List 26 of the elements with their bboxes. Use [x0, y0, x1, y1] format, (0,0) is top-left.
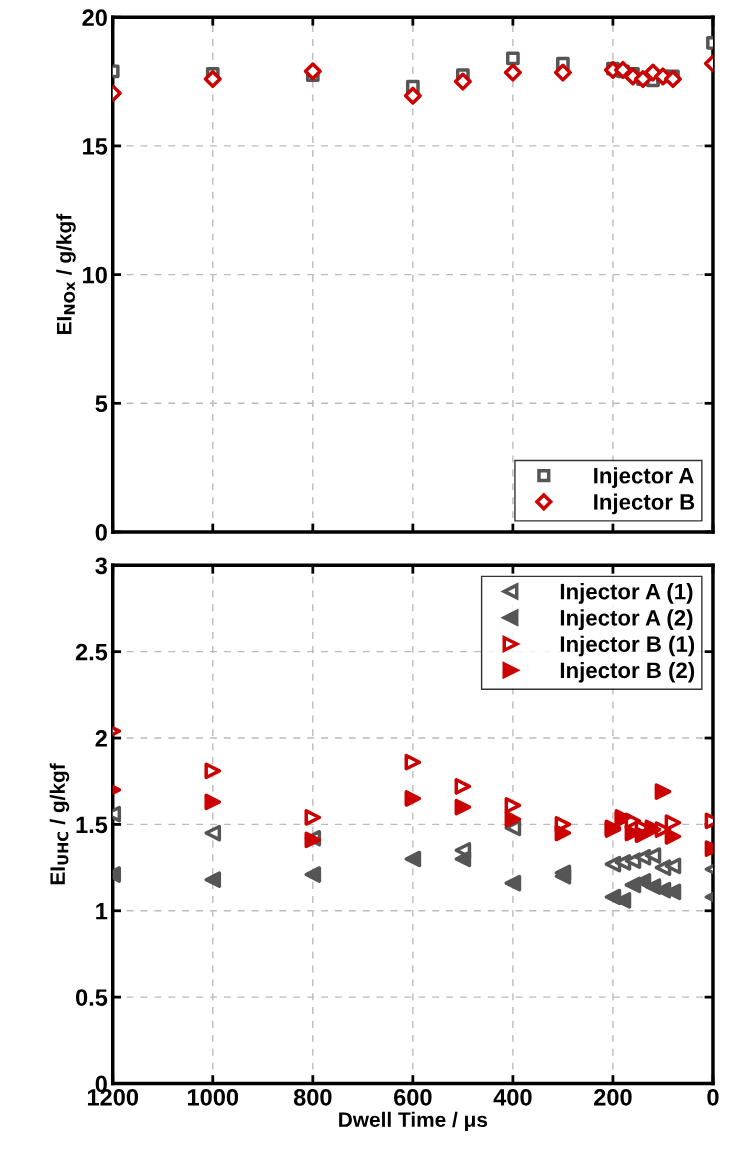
- y-tick-label: 5: [95, 395, 108, 413]
- y-axis-title: EI$_{UHC}$ / g/kgf: [49, 763, 70, 885]
- y-tick-label: 10: [83, 266, 107, 284]
- y-tick-label: 0: [95, 524, 107, 541]
- x-tick-label: 400: [493, 1088, 532, 1106]
- legend-label: Injector B (2): [560, 661, 695, 683]
- x-tick-label: 200: [594, 1088, 632, 1106]
- y-tick-label: 1.5: [76, 816, 108, 834]
- legend-label: Injector B: [594, 493, 695, 515]
- x-tick-label: 800: [293, 1088, 332, 1106]
- y-tick-label: 1: [96, 903, 108, 920]
- x-tick-label: 600: [394, 1088, 432, 1106]
- legend-label: Injector A (1): [560, 583, 693, 604]
- y-tick-label: 3: [95, 557, 108, 575]
- y-tick-label: 0.5: [75, 989, 108, 1006]
- y-tick-label: 2: [95, 730, 107, 747]
- y-tick-label: 15: [83, 138, 108, 155]
- legend-label: Injector A (2): [560, 609, 693, 631]
- y-tick-label: 20: [82, 9, 107, 27]
- y-tick-label: 2.5: [75, 643, 108, 661]
- legend-label: Injector A: [594, 467, 694, 488]
- legend-label: Injector B (1): [560, 635, 695, 657]
- x-tick-label: 1000: [187, 1088, 239, 1106]
- x-axis-title: Dwell Time / μs: [339, 1111, 488, 1132]
- x-tick-label: 0: [707, 1088, 719, 1106]
- y-axis-title: EI$_{NOx}$ / g/kgf: [56, 213, 76, 335]
